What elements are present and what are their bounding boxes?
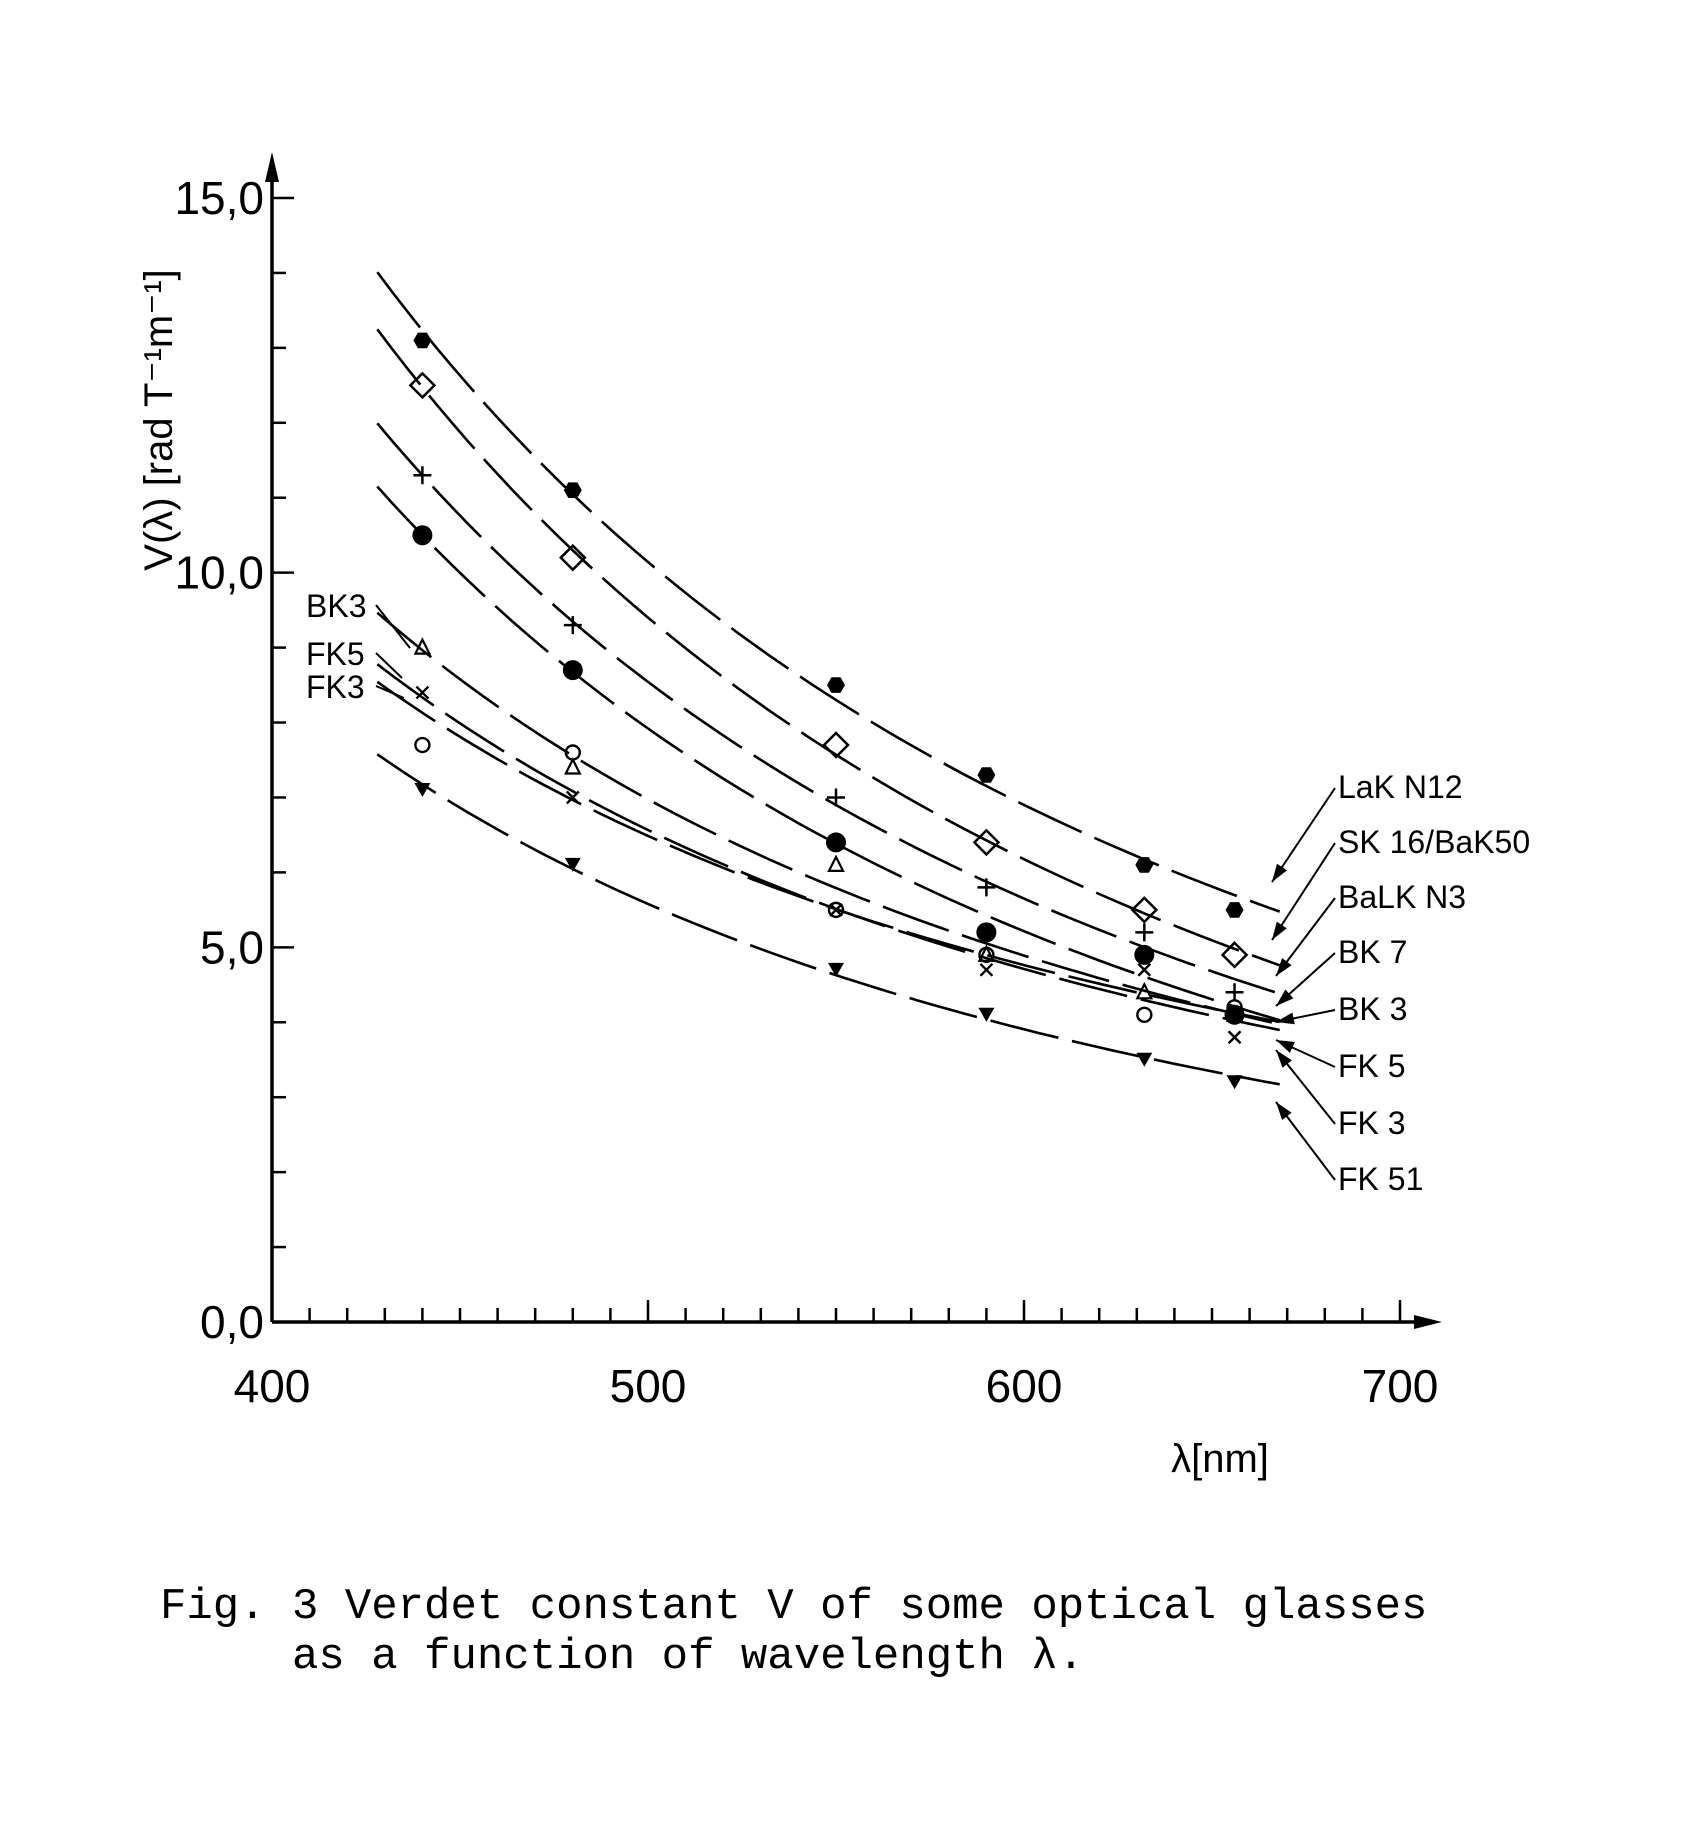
series-label: FK 3 [1338,1105,1406,1141]
data-point [564,744,581,761]
data-point [1226,999,1243,1016]
data-point [1225,983,1244,1002]
data-point [413,466,432,485]
label-arrowhead [1272,921,1287,940]
series-curve [376,663,1280,1032]
data-point [978,1007,995,1022]
data-point [408,371,437,400]
data-point [1137,962,1152,977]
y-tick-label: 10,0 [174,547,264,599]
series-label: FK 5 [1338,1048,1406,1084]
data-point [1135,981,1154,1000]
data-point [564,757,582,775]
y-tick-label: 0,0 [200,1296,264,1348]
data-point [822,731,850,759]
series-labels: LaK N12 SK 16/BaK50 BaLK N3 BK 7 BK 3 FK 5 FK … [306,588,1530,1197]
label-arrowhead [1272,863,1287,882]
series-label: FK 51 [1338,1161,1423,1197]
data-point [826,832,846,853]
data-point [413,332,432,349]
series-label: BK 3 [1338,991,1407,1027]
data-point [979,962,994,977]
data-point [564,857,581,872]
series-label: LaK N12 [1338,769,1463,805]
data-point [1135,857,1154,873]
data-point [1227,1030,1242,1045]
data-point [827,854,845,873]
y-tick-label: 15,0 [174,172,264,224]
x-tick-label: 700 [1362,1360,1439,1412]
series-label: BK 7 [1338,934,1407,970]
caption-line-1: Fig. 3 Verdet constant V of some optical… [160,1582,1428,1632]
data-point [977,878,996,897]
data-point [562,660,583,681]
x-tick-label: 500 [610,1360,687,1412]
data-point [1220,941,1249,969]
label-arrowhead [1276,1040,1295,1053]
data-point [827,788,845,807]
data-point [827,901,845,919]
figure-caption: Fig. 3 Verdet constant V of some optical… [160,1582,1660,1682]
caption-line-2: as a function of wavelength λ. [160,1632,1085,1682]
label-arrowhead [1276,1102,1292,1120]
x-axis-title: λ[nm] [1171,1437,1269,1481]
data-point [414,736,431,754]
series-curve [376,753,1280,1086]
label-leader [1271,842,1336,941]
data-markers [408,332,1249,1090]
data-point [972,828,1001,857]
data-point [1226,1075,1243,1090]
data-point [827,677,845,693]
data-point [559,543,587,572]
left-series-label: BK3 [306,588,366,624]
series-curve [376,611,1280,1026]
left-label-leader [375,604,411,649]
label-leader [1271,787,1336,883]
data-point [412,525,433,546]
label-arrowhead [1276,958,1292,976]
y-axis-title: V(λ) [rad T⁻¹m⁻¹] [137,269,181,570]
x-tick-label: 600 [986,1360,1063,1412]
data-point [976,922,997,943]
axes: 400 500 600 700 0,0 5,0 10,0 15,0 λ[nm] V(λ) [rad… [137,152,1442,1481]
data-point [978,946,995,964]
series-label: BaLK N3 [1338,879,1466,915]
data-point [1136,1052,1153,1067]
series-curve [376,422,1281,995]
series-curve [376,485,1281,1022]
left-series-label: FK3 [306,669,365,705]
verdet-chart: 400 500 600 700 0,0 5,0 10,0 15,0 λ[nm] V(λ) [rad… [137,152,1530,1481]
data-point [977,767,996,783]
data-point [563,616,582,635]
data-point [414,782,431,797]
series-curve [376,271,1281,913]
left-label-leader [375,652,403,679]
y-tick-label: 5,0 [200,921,264,973]
label-arrowhead [1276,1012,1295,1025]
y-axis-arrow [265,152,279,182]
series-label: SK 16/BaK50 [1338,824,1530,860]
data-point [1225,902,1244,918]
data-point [563,482,582,498]
data-point [1136,1006,1153,1023]
left-series-label: FK5 [306,636,365,672]
left-label-leader [375,685,405,699]
data-point [413,637,432,655]
x-tick-label: 400 [234,1360,311,1412]
label-arrowhead [1276,989,1294,1006]
data-point [828,962,844,977]
data-point [1135,923,1154,942]
data-point [1134,944,1155,965]
x-axis-arrow [1414,1315,1442,1329]
label-arrowhead [1276,1050,1292,1068]
data-point [565,790,580,805]
data-point [415,685,430,700]
data-point [829,903,843,917]
data-point [1130,896,1159,924]
